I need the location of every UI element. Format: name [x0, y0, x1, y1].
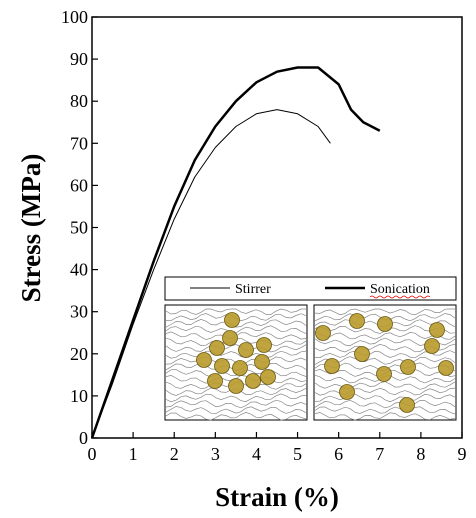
particle — [315, 325, 331, 341]
y-tick-label: 80 — [70, 91, 88, 111]
y-tick-label: 60 — [70, 175, 88, 195]
particle — [245, 373, 261, 389]
polymer-chain — [165, 344, 307, 353]
polymer-chain — [165, 350, 307, 359]
x-tick-label: 8 — [416, 444, 425, 464]
legend-box — [164, 276, 457, 301]
particle — [222, 330, 238, 346]
polymer-chain — [165, 319, 307, 328]
y-tick-label: 10 — [70, 386, 88, 406]
particle — [207, 373, 223, 389]
y-tick-label: 0 — [79, 428, 88, 448]
polymer-chain — [314, 308, 455, 316]
x-tick-label: 5 — [293, 444, 302, 464]
legend-label: Sonication — [370, 282, 430, 297]
y-tick-label: 20 — [70, 344, 88, 364]
series-line — [90, 66, 381, 439]
particle — [209, 340, 225, 356]
polymer-chain — [165, 412, 307, 421]
series-line — [91, 109, 331, 439]
particle — [196, 352, 212, 368]
polymer-chain — [165, 308, 306, 315]
particle — [238, 342, 254, 358]
y-tick-label: 90 — [70, 49, 88, 69]
particle — [339, 384, 355, 400]
polymer-chain — [314, 331, 456, 340]
particle — [354, 346, 370, 362]
particle — [260, 369, 276, 385]
polymer-chain — [314, 399, 456, 409]
x-tick-label: 2 — [170, 444, 179, 464]
plot-area: 0 10 20 30 40 50 60 70 80 90 100 0 1 2 3 4 5 6 7 8 9 — [61, 7, 467, 464]
y-tick-label: 40 — [70, 260, 88, 280]
particle — [256, 337, 272, 353]
particle — [424, 338, 440, 354]
particle — [349, 313, 365, 329]
polymer-chain — [314, 393, 456, 403]
legend-label: Stirrer — [235, 282, 271, 297]
inset: Stirrer Sonication — [164, 276, 457, 421]
y-tick-label: 70 — [70, 133, 88, 153]
polymer-chain — [165, 399, 307, 409]
x-tick-label: 0 — [88, 444, 97, 464]
x-tick-label: 1 — [129, 444, 138, 464]
particle — [224, 312, 240, 328]
particle — [324, 358, 340, 374]
y-tick-label: 30 — [70, 302, 88, 322]
particle — [254, 354, 270, 370]
x-axis-title: Strain (%) — [215, 482, 339, 512]
x-tick-label: 4 — [252, 444, 261, 464]
particle — [228, 378, 244, 394]
x-tick-label: 3 — [211, 444, 220, 464]
polymer-chain — [314, 412, 456, 421]
particle — [399, 397, 415, 413]
x-tick-label: 6 — [334, 444, 343, 464]
x-tick-label: 7 — [375, 444, 384, 464]
polymer-chain — [165, 406, 307, 414]
polymer-chain — [165, 369, 307, 378]
particle — [376, 366, 392, 382]
spell-underline — [369, 295, 431, 299]
particle — [214, 358, 230, 374]
y-axis-title: Stress (MPa) — [16, 154, 46, 303]
particle — [438, 360, 454, 376]
particle — [377, 316, 393, 332]
polymer-chain — [314, 406, 456, 415]
particle — [429, 322, 445, 338]
y-tick-label: 100 — [61, 7, 88, 27]
polymer-chain — [314, 387, 456, 396]
y-tick-label: 50 — [70, 218, 88, 238]
polymer-chain — [165, 393, 307, 403]
particle — [232, 360, 248, 376]
x-tick-label: 9 — [458, 444, 467, 464]
particle — [400, 359, 416, 375]
